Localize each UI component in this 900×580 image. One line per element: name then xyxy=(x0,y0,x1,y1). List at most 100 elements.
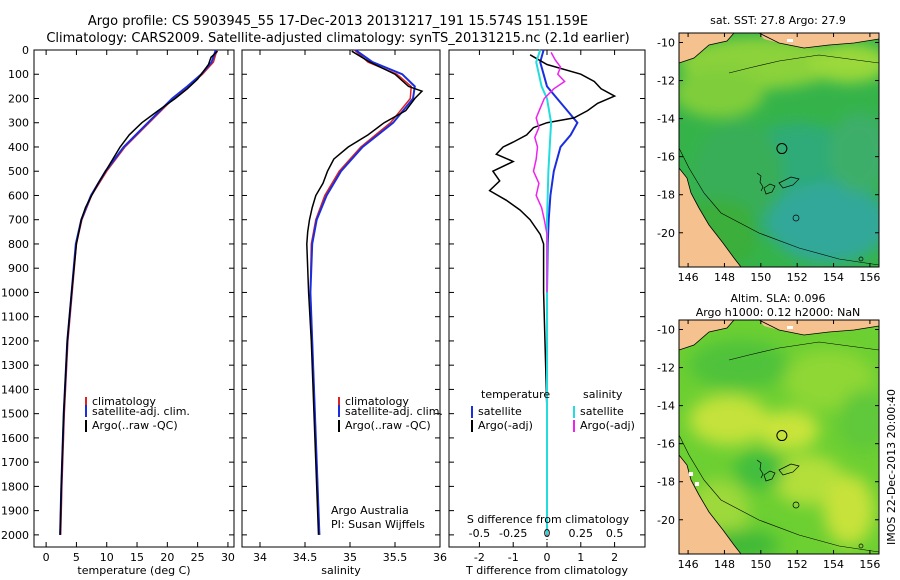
salinity-legend: climatology satellite-adj. clim. Argo(..… xyxy=(338,395,443,432)
temperature-xlabel: temperature (deg C) xyxy=(77,564,190,577)
x-tick-label: 0 xyxy=(544,551,551,564)
x-tick-label: 0 xyxy=(43,551,50,564)
sst-map-argo-marker xyxy=(776,143,788,155)
map-y-tick-label: -18 xyxy=(657,476,675,489)
x-tick-label: 34.5 xyxy=(293,551,318,564)
y-tick-label: 1800 xyxy=(1,480,29,493)
sla-map-argo-marker xyxy=(776,430,788,442)
x-tick-label: 25 xyxy=(191,551,205,564)
series-line-s-argo xyxy=(532,52,566,293)
x-tick-label: 34 xyxy=(253,551,267,564)
sla-map-field xyxy=(679,320,879,554)
top-x-tick-label: 0 xyxy=(544,527,551,540)
legend-title-salinity: salinity xyxy=(583,388,623,401)
sla-map: 146 148 150 152 154 156 -10 -12 -14 -16 -18 -20 xyxy=(657,319,880,571)
map-x-tick-label: 156 xyxy=(859,558,880,571)
map-x-tick-label: 154 xyxy=(823,271,844,284)
top-x-tick-label: -0.25 xyxy=(499,527,527,540)
y-tick-label: 600 xyxy=(8,189,29,202)
map-x-tick-label: 152 xyxy=(787,558,808,571)
annotation-pi: PI: Susan Wijffels xyxy=(331,518,425,531)
y-tick-label: 2000 xyxy=(1,529,29,542)
map-y-tick-label: -16 xyxy=(657,151,675,164)
map-x-tick-label: 150 xyxy=(750,558,771,571)
y-tick-label: 1700 xyxy=(1,456,29,469)
legend-title-temperature: temperature xyxy=(481,388,550,401)
x-tick-label: 30 xyxy=(221,551,235,564)
map-y-tick-label: -14 xyxy=(657,113,675,126)
x-tick-label: 20 xyxy=(160,551,174,564)
diff-top-xlabel: S difference from climatology xyxy=(467,513,630,526)
series-line-climatology xyxy=(59,49,218,535)
difference-legend: temperature salinity satellite Argo(-adj… xyxy=(471,388,635,432)
y-tick-label: 1000 xyxy=(1,286,29,299)
title-line-2: Climatology: CARS2009. Satellite-adjuste… xyxy=(46,31,629,46)
legend-label-t-satellite: satellite xyxy=(478,405,522,418)
legend-label-s-satellite: satellite xyxy=(580,405,624,418)
map-y-tick-label: -12 xyxy=(657,75,675,88)
map-y-tick-label: -10 xyxy=(657,37,675,50)
legend-label-t-argo: Argo(-adj) xyxy=(478,419,533,432)
temperature-legend: climatology satellite-adj. clim. Argo(..… xyxy=(85,395,190,432)
top-x-tick-label: 0.25 xyxy=(569,527,594,540)
y-tick-label: 1200 xyxy=(1,335,29,348)
map-y-tick-label: -12 xyxy=(657,362,675,375)
sla-map-title-2: Argo h1000: 0.12 h2000: NaN xyxy=(696,306,861,319)
legend-label-climatology: climatology xyxy=(92,395,156,408)
sst-map-field xyxy=(679,33,879,267)
title-line-1: Argo profile: CS 5903945_55 17-Dec-2013 … xyxy=(88,14,588,29)
series-line-satellite-adj-clim- xyxy=(309,49,416,535)
annotation-argo-australia: Argo Australia xyxy=(331,504,409,517)
x-tick-label: 15 xyxy=(130,551,144,564)
legend-label-argo: Argo(..raw -QC) xyxy=(345,419,431,432)
salinity-xlabel: salinity xyxy=(321,564,361,577)
sla-map-title-1: Altim. SLA: 0.096 xyxy=(730,292,825,305)
legend-label-argo: Argo(..raw -QC) xyxy=(92,419,178,432)
y-tick-label: 1100 xyxy=(1,311,29,324)
temperature-panel: 0100200300400500600700800900100011001200… xyxy=(1,44,645,577)
map-x-tick-label: 146 xyxy=(678,271,699,284)
map-x-tick-label: 156 xyxy=(859,271,880,284)
legend-label-climatology: climatology xyxy=(345,395,409,408)
y-tick-label: 1300 xyxy=(1,359,29,372)
series-line-satellite-adj-clim- xyxy=(59,49,217,535)
y-tick-label: 1400 xyxy=(1,383,29,396)
imos-label: IMOS 22-Dec-2013 20:00:40 xyxy=(885,389,898,545)
y-tick-label: 1600 xyxy=(1,432,29,445)
x-tick-label: 2 xyxy=(611,551,618,564)
x-tick-label: -1 xyxy=(508,551,519,564)
y-tick-label: 200 xyxy=(8,92,29,105)
salinity-panel: 34 34.5 35 35.5 36 salinity climatology sate… xyxy=(241,49,447,577)
y-tick-label: 100 xyxy=(8,68,29,81)
top-x-tick-label: -0.5 xyxy=(469,527,490,540)
top-x-tick-label: 0.5 xyxy=(606,527,624,540)
y-tick-label: 400 xyxy=(8,141,29,154)
y-tick-label: 500 xyxy=(8,165,29,178)
series-line-t-argo xyxy=(488,54,617,535)
x-tick-label: 35 xyxy=(343,551,357,564)
series-line-argo xyxy=(59,50,219,535)
map-y-tick-label: -10 xyxy=(657,324,675,337)
y-tick-label: 900 xyxy=(8,262,29,275)
map-y-tick-label: -18 xyxy=(657,189,675,202)
legend-label-satellite: satellite-adj. clim. xyxy=(92,405,190,418)
x-tick-label: 35.5 xyxy=(383,551,408,564)
difference-panel: -2 -1 0 1 2 T difference from climatology S … xyxy=(448,49,646,577)
map-x-tick-label: 146 xyxy=(678,558,699,571)
x-tick-label: 10 xyxy=(100,551,114,564)
diff-xlabel: T difference from climatology xyxy=(465,564,628,577)
x-tick-label: -2 xyxy=(474,551,485,564)
map-x-tick-label: 148 xyxy=(714,558,735,571)
sst-map-title: sat. SST: 27.8 Argo: 27.9 xyxy=(710,14,846,27)
y-tick-label: 300 xyxy=(8,117,29,130)
map-y-tick-label: -14 xyxy=(657,400,675,413)
y-tick-label: 0 xyxy=(22,44,29,57)
x-tick-label: 1 xyxy=(577,551,584,564)
series-line-argo xyxy=(306,50,424,535)
y-tick-label: 800 xyxy=(8,238,29,251)
map-y-tick-label: -16 xyxy=(657,438,675,451)
legend-label-satellite: satellite-adj. clim. xyxy=(345,405,443,418)
map-y-tick-label: -20 xyxy=(657,227,675,240)
x-tick-label: 5 xyxy=(73,551,80,564)
